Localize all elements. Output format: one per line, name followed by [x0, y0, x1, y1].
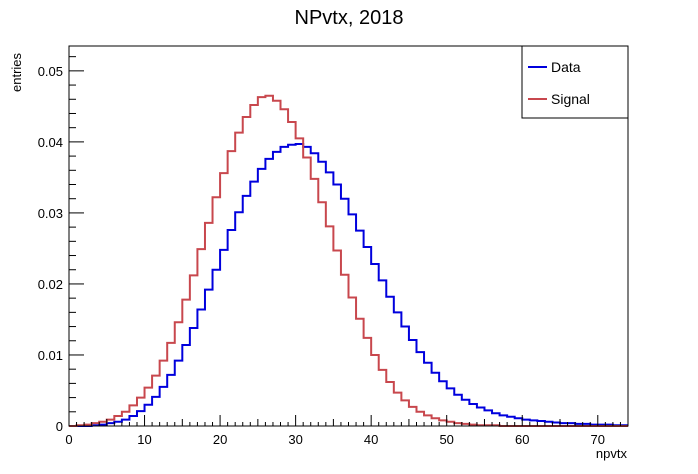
legend-label-signal: Signal: [551, 91, 590, 107]
x-axis: 0 10 20 30 40 50 60 70: [65, 415, 629, 447]
y-axis: 0 0.01 0.02 0.03 0.04 0.05: [38, 56, 84, 434]
x-tick-label: 60: [515, 432, 529, 447]
x-tick-label: 0: [65, 432, 72, 447]
legend: Data Signal: [521, 45, 629, 119]
x-tick-label: 30: [288, 432, 302, 447]
x-tick-label: 50: [439, 432, 453, 447]
series-line-data: [69, 143, 628, 427]
legend-box: [521, 45, 629, 119]
y-tick-label: 0.03: [38, 206, 63, 221]
x-tick-label: 40: [364, 432, 378, 447]
x-tick-label: 10: [137, 432, 151, 447]
x-tick-label: 70: [591, 432, 605, 447]
y-tick-label: 0: [56, 419, 63, 434]
x-axis-label: npvtx: [596, 446, 628, 461]
y-tick-label: 0.05: [38, 64, 63, 79]
legend-label-data: Data: [551, 59, 581, 75]
y-tick-label: 0.01: [38, 348, 63, 363]
chart-title: NPvtx, 2018: [295, 7, 404, 29]
y-tick-label: 0.04: [38, 135, 63, 150]
plot-area: 0 10 20 30 40 50 60 70 0 0.01 0.02 0.03 0.04 0.05: [38, 45, 629, 447]
y-tick-label: 0.02: [38, 277, 63, 292]
x-tick-label: 20: [213, 432, 227, 447]
y-axis-label: entries: [9, 52, 24, 92]
